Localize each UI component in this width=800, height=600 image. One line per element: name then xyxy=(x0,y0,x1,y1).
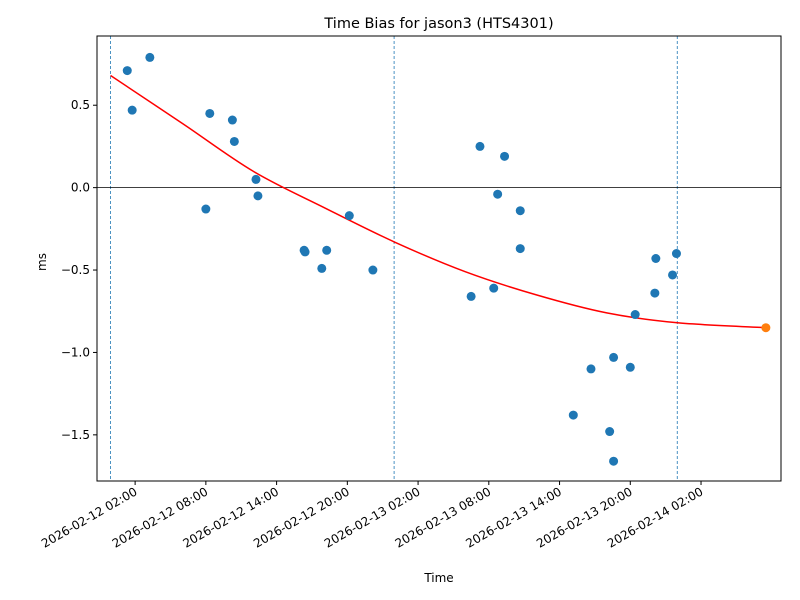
data-point xyxy=(625,362,635,372)
data-point xyxy=(650,288,660,298)
data-point xyxy=(251,174,261,184)
data-point xyxy=(475,141,485,151)
y-axis-title: ms xyxy=(35,253,49,271)
data-point xyxy=(205,108,215,118)
data-point xyxy=(368,265,378,275)
data-point xyxy=(253,191,263,201)
x-axis-title: Time xyxy=(423,571,453,585)
data-point xyxy=(630,310,640,320)
data-point xyxy=(609,352,619,362)
data-point xyxy=(500,151,510,161)
data-point xyxy=(515,244,525,254)
data-point xyxy=(609,456,619,466)
data-point xyxy=(317,263,327,273)
highlight-point xyxy=(761,323,771,333)
data-point xyxy=(127,105,137,115)
data-point xyxy=(201,204,211,214)
data-point xyxy=(344,211,354,221)
fit-curve xyxy=(110,74,766,329)
plot-area xyxy=(97,36,781,481)
data-point xyxy=(489,283,499,293)
data-point xyxy=(568,410,578,420)
y-tick-label: −1.0 xyxy=(61,345,90,359)
axes-frame xyxy=(96,35,782,482)
data-point xyxy=(322,245,332,255)
data-point xyxy=(671,249,681,259)
y-tick-label: −1.5 xyxy=(61,428,90,442)
data-point xyxy=(605,427,615,437)
y-tick-label: 0.0 xyxy=(71,181,90,195)
data-point xyxy=(493,189,503,199)
data-point xyxy=(651,254,661,263)
y-tick-label: 0.5 xyxy=(71,98,90,112)
data-point xyxy=(668,270,678,280)
data-point xyxy=(515,206,525,216)
data-point xyxy=(227,115,237,125)
chart-title: Time Bias for jason3 (HTS4301) xyxy=(323,16,553,32)
data-point xyxy=(229,136,239,146)
y-tick-label: −0.5 xyxy=(61,263,90,277)
data-point xyxy=(300,247,310,257)
data-point xyxy=(466,291,476,301)
data-point xyxy=(122,66,132,76)
data-point xyxy=(586,364,596,374)
data-point xyxy=(145,52,155,62)
